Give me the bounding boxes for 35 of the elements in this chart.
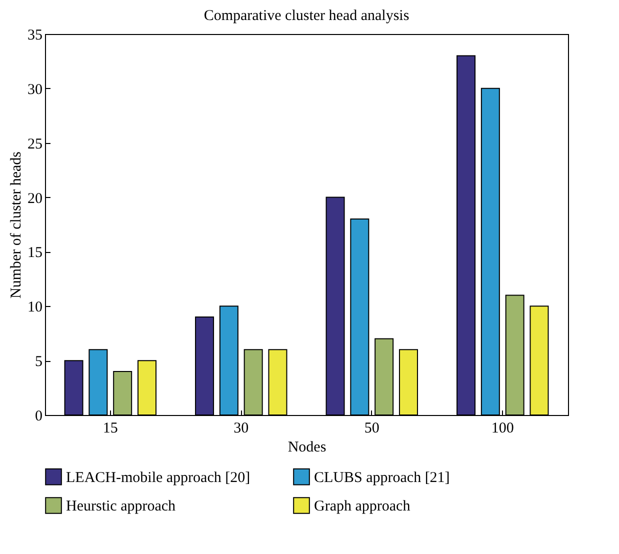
- y-tick-label: 20: [28, 190, 42, 207]
- y-tick-label: 35: [28, 28, 42, 44]
- legend-label: CLUBS approach [21]: [314, 470, 450, 486]
- bar: [456, 55, 476, 416]
- bar: [137, 360, 156, 416]
- x-tick-label: 50: [364, 420, 380, 436]
- bar: [398, 349, 418, 416]
- x-tick-label: 100: [491, 420, 514, 436]
- x-tick-label: 15: [102, 420, 118, 436]
- y-tick-label: 25: [28, 136, 42, 152]
- bar: [326, 196, 345, 416]
- legend-label: Graph approach: [314, 498, 411, 514]
- bar: [480, 88, 500, 416]
- x-tick-label: 30: [234, 420, 249, 436]
- legend-label: LEACH-mobile approach [20]: [66, 470, 250, 486]
- chart-title: Comparative cluster head analysis: [204, 8, 410, 24]
- bar: [505, 294, 524, 416]
- bar: [350, 218, 370, 416]
- bar: [268, 349, 288, 416]
- bar: [113, 370, 132, 416]
- bar: [64, 360, 84, 416]
- bar: [88, 349, 108, 416]
- x-axis-title: Nodes: [288, 440, 326, 456]
- y-tick-label: 30: [28, 82, 42, 98]
- bar: [195, 316, 214, 416]
- y-tick-label: 5: [35, 354, 42, 370]
- y-tick-label: 15: [28, 245, 42, 262]
- bar: [244, 349, 263, 416]
- bar: [374, 338, 394, 416]
- y-axis-title: Number of cluster heads: [8, 151, 24, 299]
- y-tick-label: 0: [35, 408, 42, 424]
- legend-label: Heurstic approach: [66, 498, 176, 514]
- bar: [530, 306, 549, 416]
- bar: [219, 306, 238, 416]
- y-tick-label: 10: [28, 300, 42, 316]
